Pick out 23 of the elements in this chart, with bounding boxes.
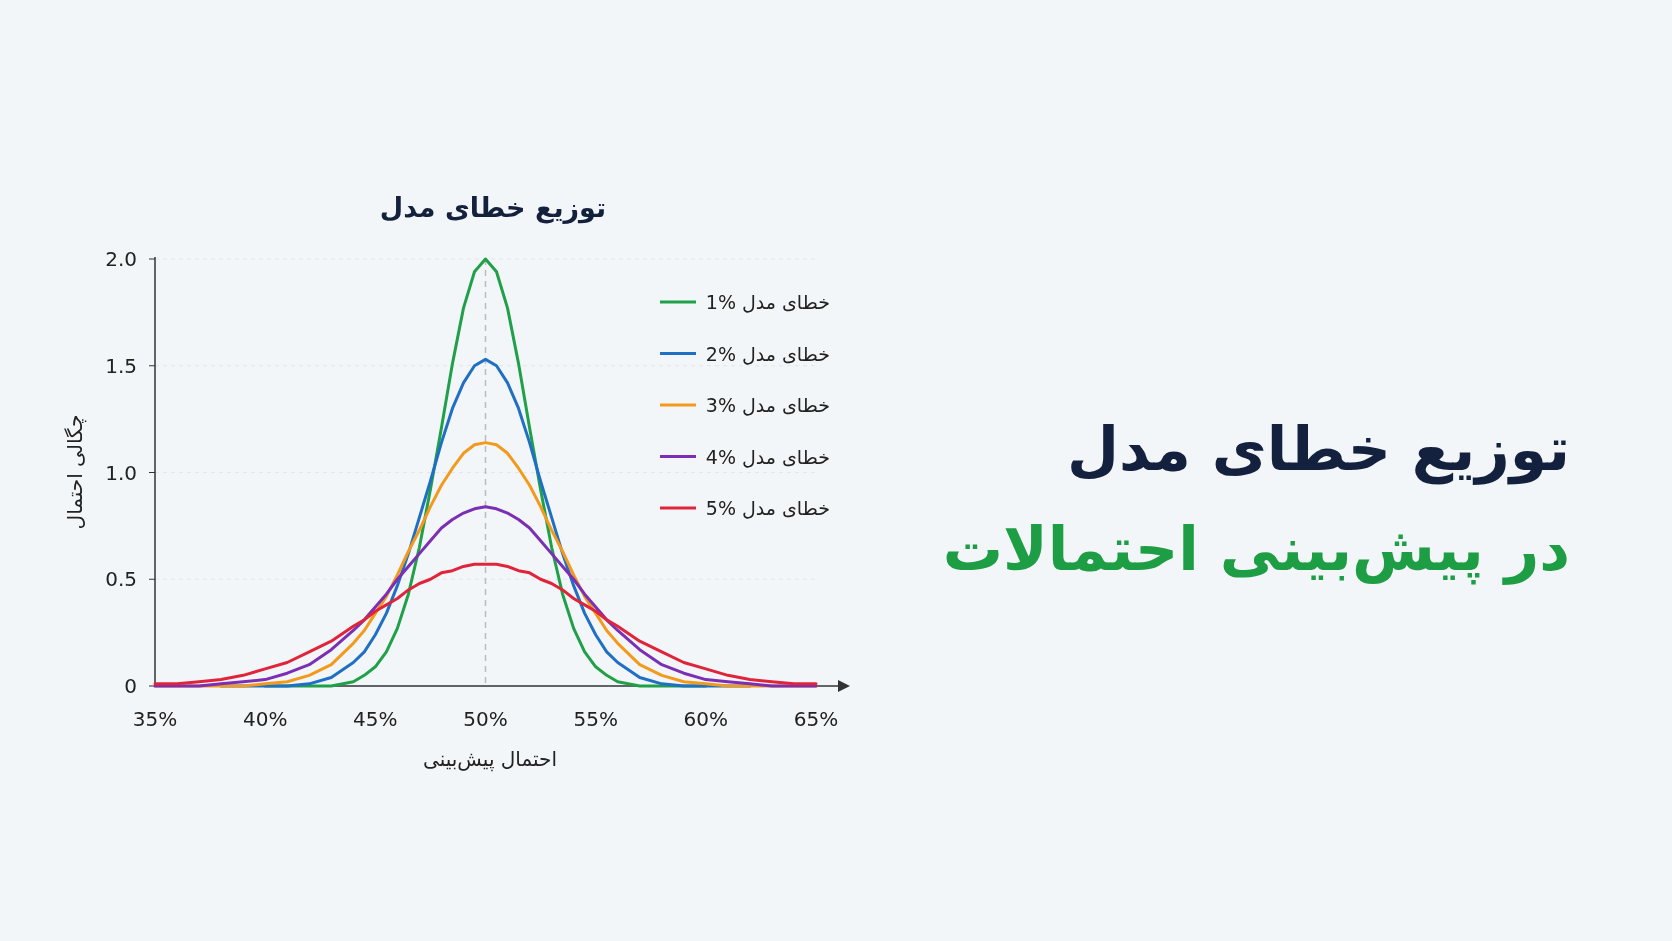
- y-axis-title: چگالی احتمال: [63, 414, 87, 530]
- line-series: [153, 562, 818, 686]
- text: توزیع خطای مدل: [1066, 414, 1570, 485]
- x-tick-label: 65%: [793, 707, 839, 731]
- y-tick-label: 1.0: [105, 460, 137, 485]
- x-tick-label: 40%: [242, 707, 288, 731]
- y-tick-label: 1.5: [105, 353, 137, 378]
- y-tick-label: 0: [124, 674, 137, 698]
- legend-label: خطای مدل %5: [705, 497, 830, 519]
- x-tick-label: 45%: [353, 707, 398, 731]
- x-axis-title: احتمال پیش‌بینی: [423, 747, 557, 772]
- y-tick-label: 2.0: [105, 247, 137, 271]
- legend-label: خطای مدل %2: [705, 342, 830, 365]
- x-tick-label: 60%: [683, 707, 729, 731]
- x-tick-label: 55%: [573, 707, 618, 731]
- y-tick-label: 0.5: [105, 567, 137, 592]
- legend-label: خطای مدل %4: [705, 445, 830, 468]
- chart-title: توزیع خطای مدل: [379, 192, 607, 224]
- x-tick-label: 50%: [463, 707, 508, 731]
- text: در پیش‌بینی احتمالات: [942, 514, 1570, 585]
- legend-label: خطای مدل %1: [705, 291, 830, 313]
- legend-label: خطای مدل %3: [705, 394, 830, 416]
- x-tick-label: 35%: [132, 707, 178, 731]
